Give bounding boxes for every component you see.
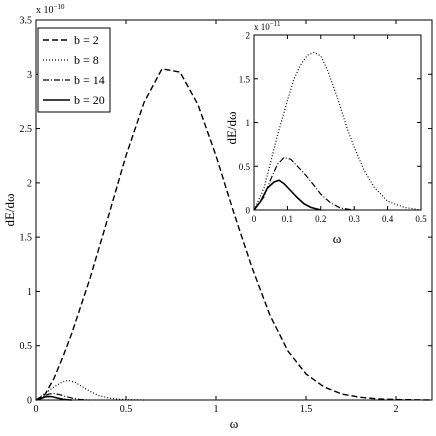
inset-y-tick-label: 0 [246,206,251,216]
main-x-axis-label: ω [230,416,239,431]
inset-x-tick-label: 0.1 [282,214,293,224]
inset-y-exponent: x 10−11 [254,20,281,32]
main-x-tick-label: 2 [394,404,399,415]
main-series-line-2 [35,379,145,401]
main-y-tick-label: 0.5 [20,341,33,352]
inset-y-tick-label: 2 [246,31,251,41]
inset-y-tick-label: 1.5 [239,74,251,84]
main-x-tick-label: 0 [34,404,39,415]
inset-y-exponent-base: x 10 [254,22,270,32]
legend-box [37,27,111,113]
inset-series-line-2 [253,156,355,211]
main-y-tick-label: 3 [27,70,32,81]
inset-y-axis-label: dE/dω [224,111,239,145]
legend: b = 2 b = 8 b = 14 b = 20 [37,27,111,113]
main-ticks-group: 0 0.5 1 1.5 2 0 0.5 1 1.5 2 2.5 3 3.5 [20,16,432,415]
inset-ticks-group: 0 0.1 0.2 0.3 0.4 0.5 0 0.5 1 1.5 2 [239,31,427,225]
inset-x-tick-label: 0.5 [415,214,427,224]
main-y-tick-label: 0 [27,396,32,407]
inset-x-tick-label: 0.4 [382,214,394,224]
main-x-tick-label: 0.5 [120,404,133,415]
inset-x-tick-label: 0.3 [349,214,361,224]
main-series-line-1 [35,68,433,401]
main-series-line-4 [35,395,73,401]
inset-series-line-1 [253,51,422,211]
main-y-tick-label: 1 [27,287,32,298]
inset-x-axis-label: ω [333,231,342,246]
main-y-tick-label: 2.5 [20,124,33,135]
main-y-tick-label: 1.5 [20,233,33,244]
inset-x-tick-label: 0.2 [315,214,326,224]
legend-label-b14: b = 14 [74,73,105,87]
inset-series-line-3 [253,179,322,211]
main-series-line-3 [35,392,91,401]
main-x-tick-label: 1.5 [300,404,313,415]
main-series-group [35,68,433,401]
inset-y-tick-label: 0.5 [239,162,251,172]
legend-label-b20: b = 20 [74,93,105,107]
main-y-exponent-power: −10 [54,3,65,11]
inset-y-tick-label: 1 [246,118,251,128]
main-y-tick-label: 2 [27,178,32,189]
main-y-tick-label: 3.5 [20,16,33,27]
main-y-exponent: x 10−10 [36,3,65,16]
main-x-tick-label: 1 [214,404,219,415]
inset-y-exponent-power: −11 [270,20,281,28]
inset-x-tick-label: 0 [252,214,257,224]
inset-plot-frame [253,34,422,211]
legend-label-b8: b = 8 [74,53,99,67]
main-y-axis-label: dE/dω [2,193,17,227]
inset-plot: 0 0.1 0.2 0.3 0.4 0.5 0 0.5 1 1.5 2 ω dE/dω x 10−1… [224,20,427,246]
legend-label-b2: b = 2 [74,33,99,47]
main-y-exponent-base: x 10 [36,5,54,16]
inset-series-group [253,51,422,211]
